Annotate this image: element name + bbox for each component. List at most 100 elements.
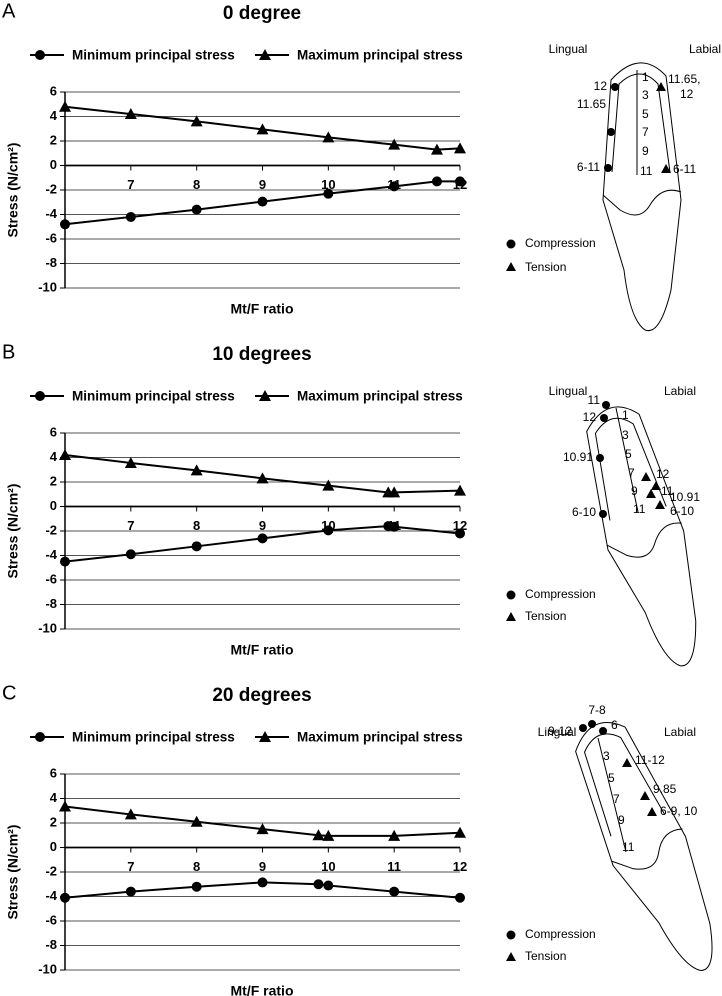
data-point xyxy=(431,176,442,187)
x-axis-label: Mt/F ratio xyxy=(231,642,294,658)
data-point xyxy=(190,464,203,476)
x-axis-label: Mt/F ratio xyxy=(231,983,294,996)
y-tick-label: 6 xyxy=(50,765,57,780)
tooth-diagram: Lingual Labial 3 5 7 9 11 7-8 9-12 6 11-… xyxy=(506,703,713,971)
point-marker xyxy=(599,727,607,735)
point-label: 12 xyxy=(656,467,670,481)
legend-label: Tension xyxy=(525,609,566,623)
y-tick-label: -8 xyxy=(45,937,57,952)
scale-label: 11 xyxy=(633,502,646,516)
x-tick-label: 9 xyxy=(259,859,266,874)
chart-panel: B 10 degrees Minimum principal stress Maxim… xyxy=(2,341,467,657)
scale-label: 1 xyxy=(622,408,629,422)
data-point xyxy=(454,826,466,838)
lingual-label: Lingual xyxy=(538,725,577,739)
data-point xyxy=(430,143,443,155)
data-point xyxy=(256,123,269,135)
point-marker xyxy=(640,791,650,800)
y-tick-label: 6 xyxy=(50,424,57,439)
y-tick-label: 0 xyxy=(50,498,57,513)
point-label: 11-12 xyxy=(635,753,665,767)
point-marker xyxy=(602,401,610,409)
y-axis-label: Stress (N/cm²) xyxy=(5,143,21,238)
chart-panel: C 20 degrees Minimum principal stress Maxim… xyxy=(2,682,467,996)
legend-label: Maximum principal stress xyxy=(297,730,463,745)
point-marker xyxy=(600,414,608,422)
point-label: 9.85 xyxy=(653,782,677,796)
point-label: 6-11 xyxy=(673,162,696,176)
legend-label: Compression xyxy=(525,927,596,941)
point-marker xyxy=(579,724,587,732)
data-point xyxy=(455,528,465,539)
data-point xyxy=(191,204,202,215)
legend-marker xyxy=(35,732,45,742)
y-tick-label: -6 xyxy=(45,571,57,586)
x-tick-label: 7 xyxy=(127,859,134,874)
y-tick-label: 4 xyxy=(50,108,58,123)
y-tick-label: 0 xyxy=(50,157,57,172)
scale-label: 7 xyxy=(628,466,635,480)
x-tick-label: 10 xyxy=(321,859,335,874)
data-point xyxy=(257,196,268,207)
legend-label: Maximum principal stress xyxy=(297,389,463,404)
scale-label: 7 xyxy=(613,792,620,806)
y-tick-label: -6 xyxy=(45,912,57,927)
lingual-label: Lingual xyxy=(549,384,588,398)
y-tick-label: -8 xyxy=(45,255,57,270)
point-label: 12 xyxy=(680,87,694,101)
y-tick-label: -10 xyxy=(38,279,57,294)
x-tick-label: 8 xyxy=(193,177,200,192)
y-axis-label: Stress (N/cm²) xyxy=(5,825,21,920)
point-label: 10.91 xyxy=(670,490,700,504)
scale-label: 11 xyxy=(640,164,653,178)
data-point xyxy=(388,138,401,150)
y-tick-label: -10 xyxy=(38,620,57,635)
legend-marker xyxy=(506,930,516,940)
y-tick-label: -10 xyxy=(38,961,57,976)
chart-panel: A 0 degree Minimum principal stress Maximum… xyxy=(2,0,467,316)
scale-label: 1 xyxy=(642,70,649,84)
point-marker xyxy=(651,481,661,490)
y-tick-label: 2 xyxy=(50,814,57,829)
data-point xyxy=(125,549,136,560)
legend-marker xyxy=(506,952,516,961)
data-point xyxy=(388,829,401,841)
scale-label: 9 xyxy=(631,484,638,498)
data-point xyxy=(191,881,202,892)
x-tick-label: 9 xyxy=(259,177,266,192)
scale-label: 5 xyxy=(642,107,649,121)
point-marker xyxy=(655,500,665,509)
x-tick-label: 8 xyxy=(193,859,200,874)
point-marker xyxy=(646,489,656,498)
point-marker xyxy=(656,82,666,91)
chart-title: 20 degrees xyxy=(212,685,311,706)
legend-label: Minimum principal stress xyxy=(72,48,235,63)
x-tick-label: 7 xyxy=(127,177,134,192)
data-point xyxy=(323,880,334,891)
point-label: 6 xyxy=(611,718,618,732)
legend-label: Maximum principal stress xyxy=(297,48,463,63)
point-marker xyxy=(596,454,604,462)
y-tick-label: -2 xyxy=(45,522,57,537)
series-line xyxy=(64,180,460,226)
data-point xyxy=(389,521,400,532)
data-point xyxy=(60,219,70,230)
legend-marker xyxy=(506,590,516,600)
data-point xyxy=(256,823,269,835)
data-point xyxy=(257,877,268,888)
labial-label: Labial xyxy=(664,725,696,739)
scale-label: 9 xyxy=(618,813,625,827)
data-point xyxy=(125,886,136,897)
data-point xyxy=(323,188,334,199)
y-tick-label: -4 xyxy=(45,206,57,221)
legend-label: Tension xyxy=(525,260,566,274)
legend-marker xyxy=(506,612,516,621)
legend-marker xyxy=(259,49,271,60)
data-point xyxy=(59,100,71,112)
y-tick-label: -4 xyxy=(45,888,57,903)
series-line xyxy=(64,805,461,837)
legend-label: Tension xyxy=(525,949,566,963)
y-tick-label: 0 xyxy=(50,839,57,854)
x-tick-label: 8 xyxy=(193,518,200,533)
